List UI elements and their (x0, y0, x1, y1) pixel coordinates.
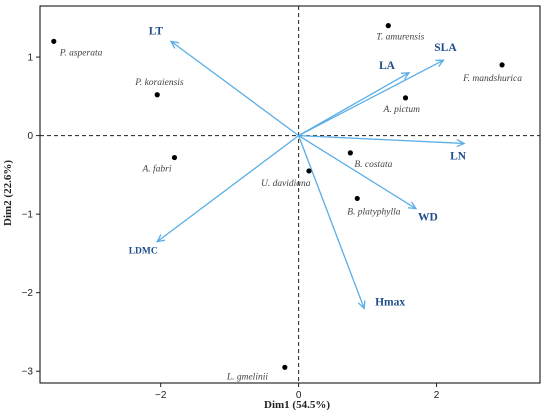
species-point (354, 195, 360, 202)
vector-hmax-arrowhead (357, 300, 366, 310)
vector-la-label: LA (379, 60, 396, 72)
vector-ldmc-arrowhead (156, 234, 166, 243)
plot-frame (39, 5, 541, 384)
x-tick-label: −2 (155, 390, 167, 401)
vector-wd-arrowhead (407, 201, 418, 210)
trait-vectors: LT SLA LA LN WD Hmax LDMC (129, 25, 467, 310)
species-label: F. mandshurica (462, 74, 522, 84)
species-point (347, 150, 353, 156)
vector-la-arrowhead (400, 72, 411, 80)
vector-sla-label: SLA (434, 42, 457, 54)
vector-wd-label: WD (418, 212, 438, 224)
axis-ticks: −2 0 2 −3 −2 −1 0 1 (22, 53, 440, 401)
vector-sla-arrow (298, 59, 444, 137)
vector-wd-arrow (298, 135, 417, 210)
vector-ldmc-label: LDMC (129, 247, 158, 257)
species-point (171, 154, 178, 161)
vector-ln-arrowhead (456, 139, 466, 148)
reference-lines (40, 6, 540, 383)
species-label: B. platyphylla (347, 207, 401, 217)
species-point (499, 62, 505, 68)
species-label: P. koraiensis (134, 78, 184, 88)
y-tick-label: −1 (22, 210, 34, 221)
y-axis-label: Dim2 (22.6%) (2, 160, 14, 226)
species-point (154, 92, 160, 98)
species-label: A. pictum (383, 105, 421, 115)
species-point (282, 364, 288, 370)
y-tick-label: −2 (22, 288, 34, 299)
species-label: B. costata (354, 160, 392, 170)
x-axis-label: Dim1 (54.5%) (264, 399, 330, 411)
x-tick-label: 2 (434, 390, 440, 401)
vector-ldmc-arrow (156, 135, 300, 243)
plot-frame-group (39, 5, 541, 384)
species-point (306, 168, 312, 174)
species-label: U. davidiana (261, 179, 311, 189)
species-label: A. fabri (141, 164, 171, 175)
x-tick-label: 0 (296, 390, 302, 401)
species-label: L. gmelinii (226, 372, 269, 382)
vector-lt-arrowhead (169, 40, 180, 49)
vector-lt-label: LT (149, 25, 164, 37)
vector-lt-arrow (170, 40, 300, 137)
species-label: T. amurensis (376, 33, 424, 43)
vector-la-arrow (298, 72, 410, 137)
y-tick-label: 0 (27, 131, 33, 142)
species-point (385, 23, 391, 29)
vector-hmax-arrow (298, 135, 365, 309)
vector-ln-arrow (298, 134, 465, 145)
species-point (402, 95, 409, 101)
species-label: P. asperata (59, 48, 103, 58)
species-points: P. asperata T. amurensis F. mandshurica P. … (51, 23, 522, 382)
vector-ln-label: LN (450, 150, 467, 162)
y-tick-label: −3 (22, 367, 34, 378)
species-point (51, 38, 57, 44)
vector-sla-arrowhead (435, 59, 445, 67)
y-tick-label: 1 (27, 53, 33, 64)
vector-hmax-label: Hmax (375, 296, 405, 308)
